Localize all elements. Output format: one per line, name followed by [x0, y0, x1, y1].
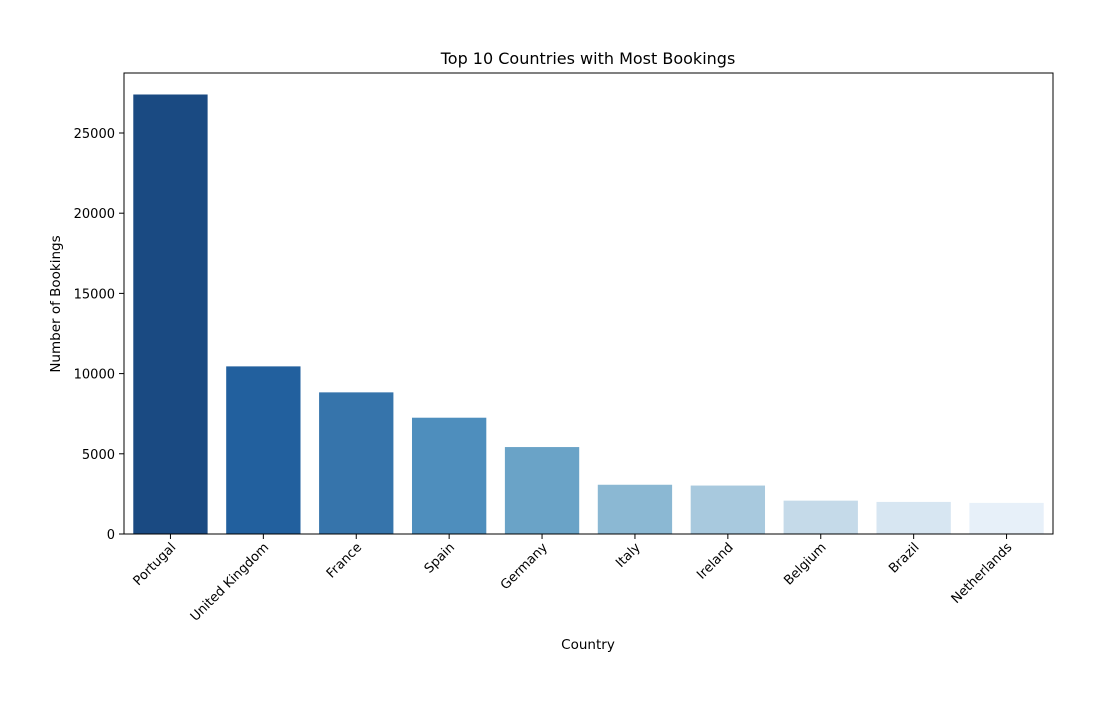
bars-group [133, 94, 1044, 535]
bar-spain [411, 417, 487, 534]
bar-france [319, 392, 394, 534]
x-tick-label: Germany [498, 540, 551, 593]
chart-title: Top 10 Countries with Most Bookings [440, 49, 736, 68]
x-tick-label: Brazil [886, 540, 922, 576]
bar-united-kingdom [226, 366, 301, 534]
x-tick-label: Spain [422, 540, 458, 576]
y-tick-label: 10000 [74, 368, 115, 383]
y-axis-ticks: 0 5000 10000 15000 20000 25000 [74, 127, 124, 543]
y-tick-label: 15000 [74, 287, 115, 302]
bar-ireland [690, 485, 766, 534]
bar-germany [504, 447, 580, 534]
y-tick-label: 5000 [82, 448, 115, 463]
y-tick-label: 20000 [74, 207, 115, 222]
y-axis-label: Number of Bookings [48, 235, 64, 372]
bar-brazil [876, 501, 951, 534]
bar-italy [597, 484, 673, 534]
x-axis-label: Country [561, 637, 615, 653]
bar-belgium [783, 500, 858, 534]
x-tick-label: Belgium [781, 540, 829, 588]
x-axis-ticks: Portugal United Kingdom France Spain Germany… [131, 534, 1016, 625]
y-tick-label: 25000 [74, 127, 115, 142]
y-tick-label: 0 [107, 528, 115, 543]
plot-frame [123, 72, 1054, 535]
x-tick-label: Ireland [694, 540, 736, 582]
x-tick-label: Italy [613, 540, 644, 571]
bar-portugal [133, 94, 208, 535]
x-tick-label: Netherlands [949, 540, 1016, 607]
x-tick-label: Portugal [131, 540, 180, 589]
x-tick-label: United Kingdom [188, 540, 272, 624]
x-tick-label: France [324, 540, 365, 581]
bar-netherlands [969, 502, 1044, 534]
